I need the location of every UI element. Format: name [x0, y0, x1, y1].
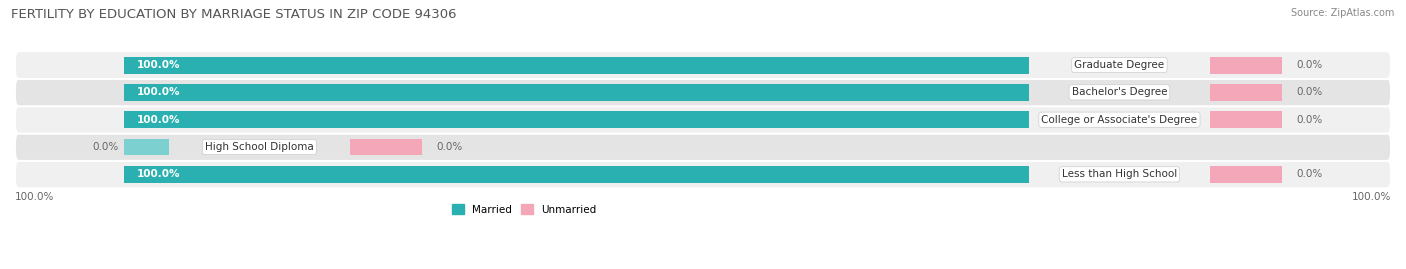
- Text: 100.0%: 100.0%: [138, 60, 181, 70]
- Legend: Married, Unmarried: Married, Unmarried: [447, 200, 600, 219]
- Text: 100.0%: 100.0%: [15, 192, 55, 201]
- FancyBboxPatch shape: [15, 160, 1391, 188]
- Text: College or Associate's Degree: College or Associate's Degree: [1042, 115, 1198, 125]
- FancyBboxPatch shape: [15, 79, 1391, 106]
- Text: 100.0%: 100.0%: [138, 115, 181, 125]
- Text: 0.0%: 0.0%: [1296, 60, 1322, 70]
- Bar: [1211, 111, 1282, 128]
- Text: 0.0%: 0.0%: [93, 142, 120, 152]
- Text: 0.0%: 0.0%: [1296, 115, 1322, 125]
- Bar: [124, 111, 1029, 128]
- Bar: [1211, 166, 1282, 183]
- FancyBboxPatch shape: [15, 106, 1391, 134]
- Text: Graduate Degree: Graduate Degree: [1074, 60, 1164, 70]
- FancyBboxPatch shape: [15, 51, 1391, 79]
- Bar: [124, 56, 1029, 73]
- Bar: [124, 166, 1029, 183]
- Bar: [124, 84, 1029, 101]
- Bar: [1211, 84, 1282, 101]
- Bar: [1211, 56, 1282, 73]
- Text: High School Diploma: High School Diploma: [205, 142, 314, 152]
- Text: 100.0%: 100.0%: [1351, 192, 1391, 201]
- Text: Bachelor's Degree: Bachelor's Degree: [1071, 87, 1167, 97]
- Bar: [350, 139, 422, 155]
- Text: FERTILITY BY EDUCATION BY MARRIAGE STATUS IN ZIP CODE 94306: FERTILITY BY EDUCATION BY MARRIAGE STATU…: [11, 8, 457, 21]
- Text: 100.0%: 100.0%: [138, 87, 181, 97]
- Text: 100.0%: 100.0%: [138, 169, 181, 179]
- Bar: [124, 139, 169, 155]
- Text: Less than High School: Less than High School: [1062, 169, 1177, 179]
- Text: Source: ZipAtlas.com: Source: ZipAtlas.com: [1291, 8, 1395, 18]
- FancyBboxPatch shape: [15, 133, 1391, 161]
- Text: 0.0%: 0.0%: [1296, 169, 1322, 179]
- Text: 0.0%: 0.0%: [436, 142, 463, 152]
- Text: 0.0%: 0.0%: [1296, 87, 1322, 97]
